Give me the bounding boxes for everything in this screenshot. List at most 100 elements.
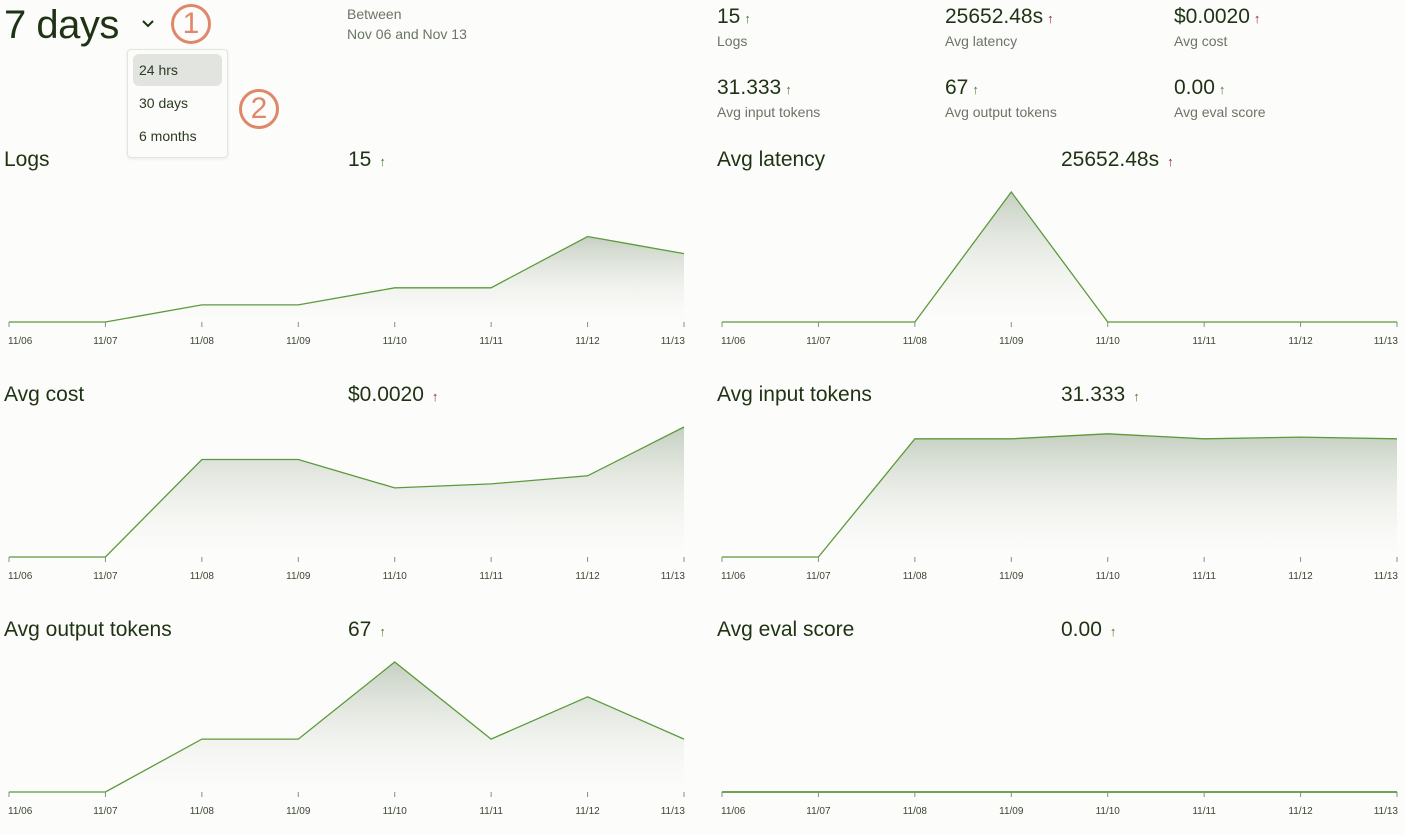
stat-value-text: 31.333: [717, 76, 782, 99]
summary-stat-avg-input-tokens: 31.333 ↑ Avg input tokens: [717, 75, 820, 121]
summary-stat-logs: 15 ↑ Logs: [717, 4, 751, 50]
arrow-up-icon: ↑: [785, 82, 792, 97]
x-tick-label: 11/11: [1192, 571, 1216, 582]
chart-value-text: 0.00: [1061, 618, 1102, 641]
stat-value: 15 ↑: [717, 4, 751, 32]
x-tick-label: 11/06: [721, 336, 746, 347]
stat-value: 31.333 ↑: [717, 75, 820, 103]
chart-title: Avg cost: [4, 383, 85, 406]
stat-value-text: 0.00: [1174, 76, 1215, 99]
chart-logs: 11/06 11/07 11/08 11/09 11/10 11/11 11/12 11/13…: [0, 147, 693, 352]
x-tick-label: 11/10: [383, 336, 408, 347]
chart-value-text: $0.0020: [348, 383, 424, 406]
chart-avg-latency: 11/06 11/07 11/08 11/09 11/10 11/11 11/12 11/13…: [713, 147, 1406, 352]
area-chart: 11/06 11/07 11/08 11/09 11/10 11/11 11/12 11/13: [8, 235, 686, 347]
x-tick-label: 11/11: [1192, 806, 1216, 817]
x-tick-label: 11/08: [190, 806, 215, 817]
x-tick-label: 11/06: [721, 571, 746, 582]
x-tick-label: 11/10: [1096, 571, 1121, 582]
arrow-up-icon: ↑: [744, 11, 751, 26]
x-tick-label: 11/12: [1288, 806, 1313, 817]
x-tick-label: 11/12: [575, 571, 600, 582]
option-24-hrs[interactable]: 24 hrs: [133, 54, 222, 86]
chevron-down-icon[interactable]: [139, 14, 157, 32]
summary-stat-avg-output-tokens: 67 ↑ Avg output tokens: [945, 75, 1057, 121]
x-tick-label: 11/12: [575, 336, 600, 347]
x-tick-label: 11/08: [190, 336, 215, 347]
x-tick-label: 11/06: [8, 336, 33, 347]
x-tick-label: 11/10: [1096, 336, 1121, 347]
chart-title: Avg output tokens: [4, 618, 172, 641]
x-tick-label: 11/09: [999, 571, 1024, 582]
stat-label: Avg cost: [1174, 33, 1228, 49]
x-tick-label: 11/10: [383, 806, 408, 817]
x-tick-label: 11/06: [8, 571, 33, 582]
arrow-up-icon: ↑: [431, 389, 439, 404]
x-tick-label: 11/13: [1374, 806, 1399, 817]
chart-value: 67 ↑: [348, 617, 386, 645]
stat-value: 67 ↑: [945, 75, 1057, 103]
between-label: Between: [347, 6, 402, 22]
x-tick-label: 11/11: [479, 806, 503, 817]
chart-value: 25652.48s ↑: [1061, 147, 1174, 175]
stat-label: Avg input tokens: [717, 104, 821, 120]
chart-title: Avg input tokens: [717, 383, 872, 406]
chart-value-text: 67: [348, 618, 372, 641]
summary-stat-avg-cost: $0.0020 ↑ Avg cost: [1174, 4, 1260, 50]
chart-value-text: 31.333: [1061, 383, 1126, 406]
stat-value: 0.00 ↑: [1174, 75, 1266, 103]
area-chart: 11/06 11/07 11/08 11/09 11/10 11/11 11/12 11/13: [8, 661, 686, 817]
x-tick-label: 11/10: [383, 571, 408, 582]
x-tick-label: 11/13: [661, 336, 686, 347]
x-tick-label: 11/12: [1288, 336, 1313, 347]
stat-value: $0.0020 ↑: [1174, 4, 1260, 32]
x-tick-label: 11/09: [286, 806, 311, 817]
area-chart: 11/06 11/07 11/08 11/09 11/10 11/11 11/12 11/13: [721, 190, 1399, 347]
x-tick-label: 11/07: [93, 806, 118, 817]
option-30-days[interactable]: 30 days: [139, 95, 189, 111]
x-tick-label: 11/08: [903, 806, 928, 817]
arrow-up-icon: ↑: [1218, 82, 1226, 97]
x-tick-label: 11/13: [1374, 571, 1399, 582]
area-chart: 11/06 11/07 11/08 11/09 11/10 11/11 11/12 11/13: [8, 426, 685, 582]
stat-value-text: 25652.48s: [945, 5, 1044, 28]
arrow-up-icon: ↑: [1167, 154, 1174, 169]
area-chart: 11/06 11/07 11/08 11/09 11/10 11/11 11/12 11/13: [721, 791, 1399, 817]
chart-avg-output-tokens: 11/06 11/07 11/08 11/09 11/10 11/11 11/12 11/13…: [0, 617, 693, 822]
x-tick-label: 11/06: [721, 806, 746, 817]
chart-value-text: 25652.48s: [1061, 148, 1160, 171]
stat-value-text: 67: [945, 76, 969, 99]
x-tick-label: 11/13: [1374, 336, 1399, 347]
chart-avg-input-tokens: 11/06 11/07 11/08 11/09 11/10 11/11 11/12 11/13…: [713, 382, 1406, 587]
arrow-up-icon: ↑: [1109, 624, 1117, 639]
annotation-marker-2: 2: [239, 89, 279, 129]
date-range: Between Nov 06 and Nov 13: [347, 4, 467, 44]
arrow-up-icon: ↑: [1253, 11, 1261, 26]
x-tick-label: 11/07: [806, 571, 831, 582]
option-6-months[interactable]: 6 months: [139, 128, 197, 144]
stat-label: Logs: [717, 33, 748, 49]
x-tick-label: 11/08: [190, 571, 215, 582]
chart-value: 31.333 ↑: [1061, 382, 1140, 410]
stat-label: Avg eval score: [1174, 104, 1266, 120]
chart-value: 15 ↑: [348, 147, 386, 175]
x-tick-label: 11/07: [93, 571, 118, 582]
stat-value-text: $0.0020: [1174, 5, 1250, 28]
chart-value: 0.00 ↑: [1061, 617, 1116, 645]
chart-title: Logs: [4, 148, 50, 171]
x-tick-label: 11/10: [1096, 806, 1121, 817]
arrow-up-icon: ↑: [1133, 389, 1140, 404]
x-tick-label: 11/12: [1288, 571, 1313, 582]
time-range-title[interactable]: 7 days: [4, 3, 119, 47]
x-tick-label: 11/06: [8, 806, 33, 817]
chart-avg-cost: 11/06 11/07 11/08 11/09 11/10 11/11 11/12 11/13…: [0, 382, 693, 587]
arrow-up-icon: ↑: [379, 624, 386, 639]
area-chart: 11/06 11/07 11/08 11/09 11/10 11/11 11/12 11/13: [721, 433, 1399, 582]
summary-stat-avg-latency: 25652.48s ↑ Avg latency: [945, 4, 1054, 50]
date-range-value: Nov 06 and Nov 13: [347, 26, 467, 42]
x-tick-label: 11/07: [806, 336, 831, 347]
x-tick-label: 11/13: [661, 806, 686, 817]
x-tick-label: 11/11: [479, 336, 503, 347]
summary-stat-avg-eval-score: 0.00 ↑ Avg eval score: [1174, 75, 1266, 121]
chart-avg-eval-score: 11/06 11/07 11/08 11/09 11/10 11/11 11/12 11/13…: [713, 617, 1406, 822]
